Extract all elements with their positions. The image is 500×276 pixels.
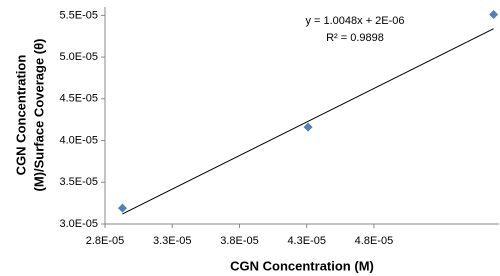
y-tick-label: 5.0E-05 (59, 51, 98, 63)
y-tick-label: 3.5E-05 (59, 176, 98, 188)
y-tick-label: 3.0E-05 (59, 218, 98, 230)
point (303, 122, 313, 132)
x-tick-label: 4.8E-05 (355, 235, 394, 247)
point (117, 203, 127, 213)
y-tick-label: 5.5E-05 (59, 9, 98, 21)
y-axis-title: CGN Concentration (13, 55, 28, 176)
x-tick-label: 3.3E-05 (153, 235, 192, 247)
x-tick-label: 2.8E-05 (86, 235, 125, 247)
y-tick-label: 4.5E-05 (59, 93, 98, 105)
equation: y = 1.0048x + 2E-06 (305, 15, 404, 27)
y-tick-label: 4.0E-05 (59, 134, 98, 146)
x-tick-label: 3.8E-05 (220, 235, 259, 247)
x-tick-label: 4.3E-05 (287, 235, 326, 247)
r-squared: R² = 0.9898 (326, 32, 384, 44)
y-axis-title: (M)/Surface Coverage (θ) (31, 39, 46, 192)
trendline (122, 28, 494, 215)
point (489, 10, 499, 20)
x-axis-title: CGN Concentration (M) (230, 258, 374, 273)
